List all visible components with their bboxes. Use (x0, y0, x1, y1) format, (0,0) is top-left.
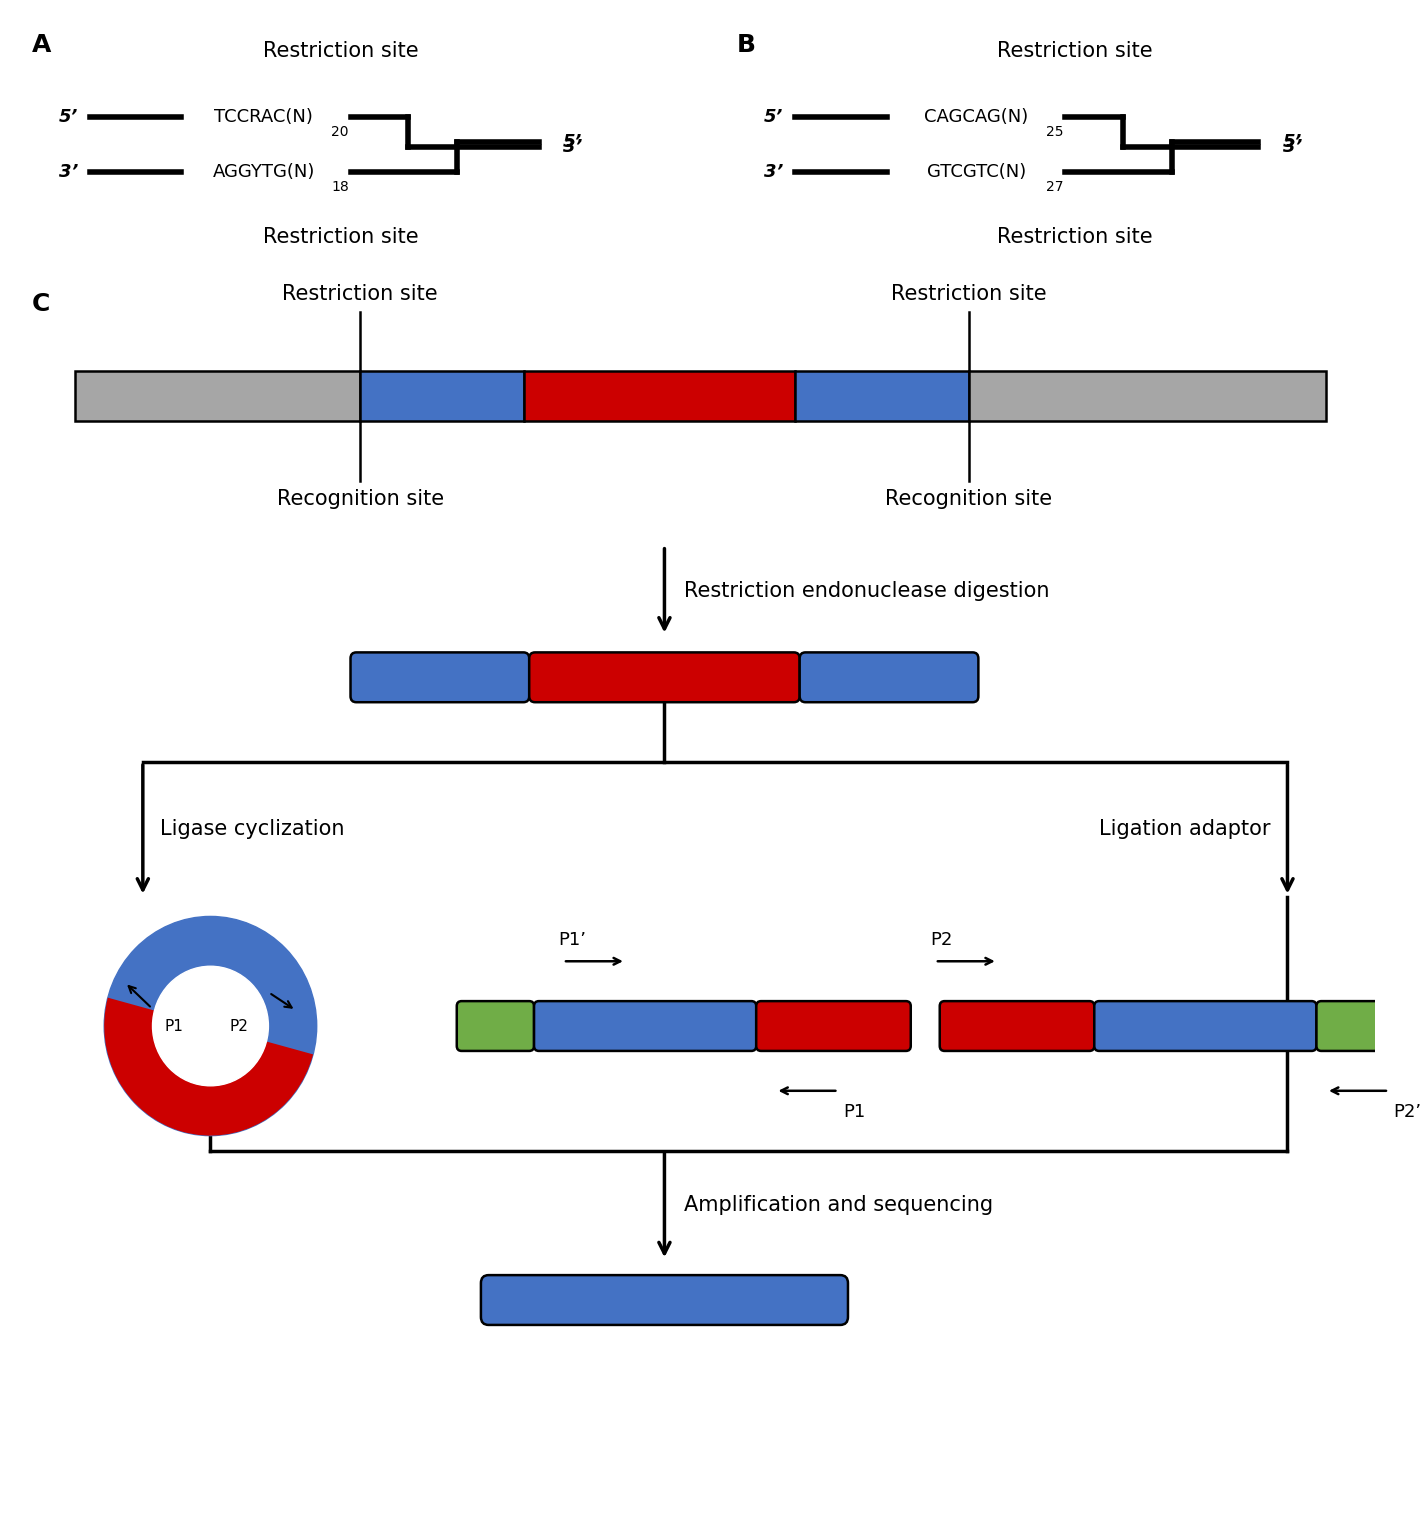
Text: P2: P2 (230, 1019, 249, 1034)
FancyBboxPatch shape (529, 653, 800, 703)
Text: Restriction site: Restriction site (283, 284, 438, 304)
Text: AGGYTG(N): AGGYTG(N) (212, 163, 315, 181)
Circle shape (152, 966, 269, 1086)
Text: C: C (31, 292, 50, 316)
FancyBboxPatch shape (534, 1001, 756, 1051)
Text: Restriction site: Restriction site (998, 227, 1152, 246)
Bar (524, 371, 794, 421)
Bar (360, 371, 524, 421)
Text: 5’: 5’ (563, 134, 583, 151)
FancyBboxPatch shape (456, 1001, 534, 1051)
Wedge shape (104, 998, 313, 1136)
Text: A: A (31, 32, 51, 56)
Text: 25: 25 (1046, 125, 1063, 140)
Text: GTCGTC(N): GTCGTC(N) (926, 163, 1026, 181)
Text: Restriction site: Restriction site (263, 227, 419, 246)
FancyBboxPatch shape (756, 1001, 911, 1051)
Text: 3’: 3’ (764, 163, 783, 181)
Text: P1: P1 (843, 1103, 865, 1121)
Text: P1’: P1’ (558, 931, 587, 949)
Text: 3’: 3’ (58, 163, 78, 181)
FancyBboxPatch shape (1094, 1001, 1316, 1051)
Text: Restriction endonuclease digestion: Restriction endonuclease digestion (684, 581, 1049, 601)
Text: P2’: P2’ (1394, 1103, 1421, 1121)
Bar (75, 371, 360, 421)
Text: CAGCAG(N): CAGCAG(N) (924, 108, 1029, 126)
Text: TCCRAC(N): TCCRAC(N) (215, 108, 313, 126)
Text: 5’: 5’ (1283, 134, 1302, 151)
Bar (969, 371, 1326, 421)
Text: Recognition site: Recognition site (885, 488, 1053, 510)
Text: 27: 27 (1046, 179, 1063, 195)
Text: P2: P2 (931, 931, 952, 949)
FancyBboxPatch shape (939, 1001, 1094, 1051)
FancyBboxPatch shape (480, 1275, 848, 1325)
Text: 18: 18 (331, 179, 350, 195)
Text: P1: P1 (165, 1019, 183, 1034)
Text: Restriction site: Restriction site (891, 284, 1046, 304)
Circle shape (104, 917, 317, 1136)
FancyBboxPatch shape (351, 653, 529, 703)
Text: Recognition site: Recognition site (277, 488, 443, 510)
FancyBboxPatch shape (1316, 1001, 1394, 1051)
Text: B: B (737, 32, 756, 56)
Text: 3’: 3’ (1283, 138, 1302, 157)
Bar (794, 371, 969, 421)
Text: Ligation adaptor: Ligation adaptor (1098, 820, 1270, 840)
Text: Restriction site: Restriction site (263, 41, 419, 61)
Text: Ligase cyclization: Ligase cyclization (161, 820, 345, 840)
Text: 5’: 5’ (58, 108, 78, 126)
Text: Restriction site: Restriction site (998, 41, 1152, 61)
Text: 5’: 5’ (764, 108, 783, 126)
Text: 20: 20 (331, 125, 348, 140)
Text: Amplification and sequencing: Amplification and sequencing (684, 1196, 993, 1215)
FancyBboxPatch shape (800, 653, 979, 703)
Text: 3’: 3’ (563, 138, 583, 157)
